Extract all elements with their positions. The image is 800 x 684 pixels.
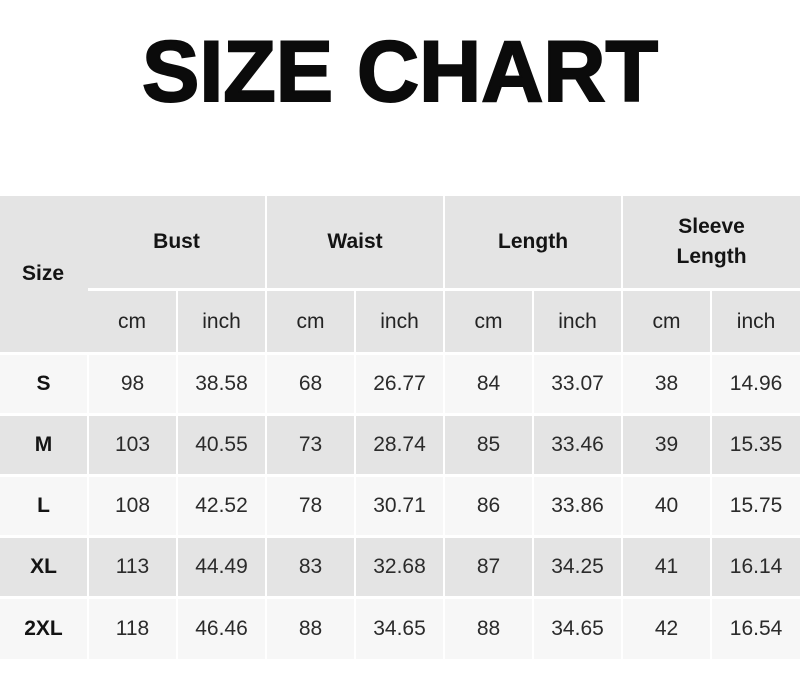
cell-sleeve-cm: 42 [622, 596, 713, 659]
cell-sleeve-cm: 38 [622, 352, 713, 415]
cell-length-cm: 86 [444, 474, 535, 537]
cell-length-inch: 34.65 [533, 596, 624, 659]
cell-sleeve-cm: 41 [622, 535, 713, 598]
table-row-l: L 108 42.52 78 30.71 86 33.86 40 15.75 [0, 474, 800, 537]
group-header-bust-label: Bust [153, 230, 200, 253]
cell-bust-inch: 46.46 [177, 596, 268, 659]
group-header-sleeve-length-label: Sleeve Length [676, 215, 747, 268]
cell-length-inch: 34.25 [533, 535, 624, 598]
cell-waist-cm: 73 [266, 413, 357, 476]
unit-header-sleeve-inch: inch [711, 289, 800, 354]
cell-sleeve-cm: 40 [622, 474, 713, 537]
size-chart-page: SIZE CHART Size Bust Waist Length Sleeve… [0, 24, 800, 659]
cell-bust-cm: 108 [88, 474, 178, 537]
cell-sleeve-inch: 16.54 [711, 596, 800, 659]
page-title: SIZE CHART [141, 24, 659, 120]
cell-waist-cm: 88 [266, 596, 357, 659]
unit-header-length-inch: inch [533, 289, 624, 354]
header-unit-row: cm inch cm inch cm inch cm inch [0, 289, 800, 354]
group-header-sleeve-length: Sleeve Length [622, 196, 800, 291]
size-column-header: Size [0, 196, 88, 354]
row-size-label: XL [0, 535, 89, 598]
cell-bust-cm: 113 [88, 535, 178, 598]
table-row-2xl: 2XL 118 46.46 88 34.65 88 34.65 42 16.54 [0, 596, 800, 659]
group-header-waist-label: Waist [327, 230, 383, 253]
group-header-waist: Waist [266, 196, 446, 291]
cell-length-cm: 87 [444, 535, 535, 598]
cell-length-inch: 33.07 [533, 352, 624, 415]
cell-waist-cm: 83 [266, 535, 357, 598]
cell-length-cm: 88 [444, 596, 535, 659]
row-size-label: M [0, 413, 89, 476]
cell-length-inch: 33.46 [533, 413, 624, 476]
group-header-length: Length [444, 196, 624, 291]
header-group-row: Size Bust Waist Length Sleeve Length [0, 196, 800, 354]
cell-length-cm: 85 [444, 413, 535, 476]
cell-sleeve-inch: 15.35 [711, 413, 800, 476]
cell-bust-cm: 118 [88, 596, 178, 659]
unit-header-sleeve-cm: cm [622, 289, 713, 354]
cell-sleeve-cm: 39 [622, 413, 713, 476]
unit-header-length-cm: cm [444, 289, 535, 354]
cell-waist-cm: 78 [266, 474, 357, 537]
table-row-s: S 98 38.58 68 26.77 84 33.07 38 14.96 [0, 352, 800, 415]
cell-waist-inch: 34.65 [355, 596, 446, 659]
cell-waist-cm: 68 [266, 352, 357, 415]
unit-header-waist-cm: cm [266, 289, 357, 354]
cell-sleeve-inch: 14.96 [711, 352, 800, 415]
cell-bust-cm: 103 [88, 413, 178, 476]
row-size-label: S [0, 352, 89, 415]
cell-sleeve-inch: 16.14 [711, 535, 800, 598]
group-header-bust: Bust [88, 196, 268, 291]
unit-header-bust-cm: cm [88, 289, 178, 354]
cell-waist-inch: 26.77 [355, 352, 446, 415]
cell-waist-inch: 32.68 [355, 535, 446, 598]
unit-header-bust-inch: inch [177, 289, 268, 354]
size-chart-table: Size Bust Waist Length Sleeve Length cm … [0, 196, 800, 659]
cell-bust-inch: 44.49 [177, 535, 268, 598]
cell-waist-inch: 30.71 [355, 474, 446, 537]
cell-sleeve-inch: 15.75 [711, 474, 800, 537]
unit-header-waist-inch: inch [355, 289, 446, 354]
cell-bust-inch: 42.52 [177, 474, 268, 537]
cell-length-inch: 33.86 [533, 474, 624, 537]
table-row-m: M 103 40.55 73 28.74 85 33.46 39 15.35 [0, 413, 800, 476]
row-size-label: L [0, 474, 89, 537]
table-row-xl: XL 113 44.49 83 32.68 87 34.25 41 16.14 [0, 535, 800, 598]
group-header-length-label: Length [498, 230, 569, 253]
row-size-label: 2XL [0, 596, 89, 659]
cell-waist-inch: 28.74 [355, 413, 446, 476]
cell-bust-inch: 40.55 [177, 413, 268, 476]
cell-bust-cm: 98 [88, 352, 178, 415]
cell-bust-inch: 38.58 [177, 352, 268, 415]
cell-length-cm: 84 [444, 352, 535, 415]
